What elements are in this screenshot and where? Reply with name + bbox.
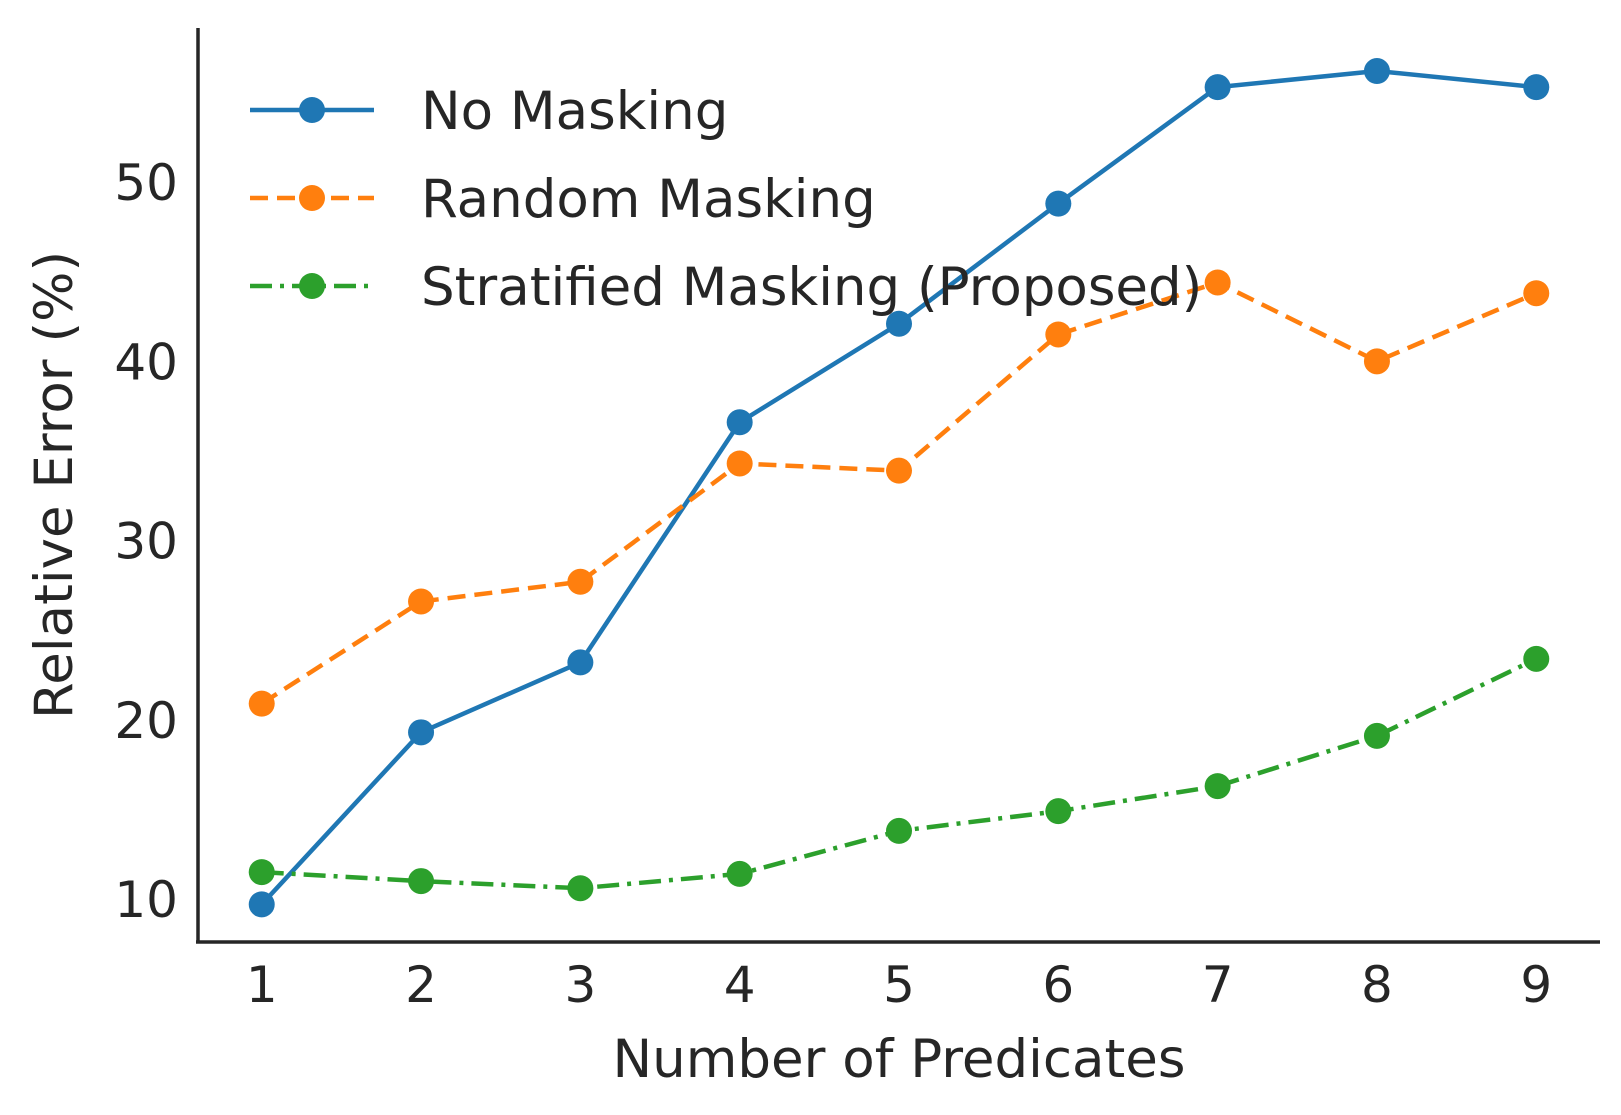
legend-item-no-masking: No Masking bbox=[250, 81, 728, 142]
legend-item-random-masking: Random Masking bbox=[250, 169, 876, 230]
data-point-no-masking-5 bbox=[886, 310, 912, 337]
x-tick-label: 7 bbox=[1202, 956, 1234, 1014]
data-point-random-masking-5 bbox=[886, 457, 912, 484]
data-point-stratified-masking-proposed-5 bbox=[886, 817, 912, 844]
legend-marker-random-masking bbox=[299, 185, 325, 211]
legend-marker-stratified-masking-proposed bbox=[299, 273, 325, 299]
x-tick-label: 8 bbox=[1361, 956, 1393, 1014]
data-point-random-masking-4 bbox=[726, 450, 753, 477]
x-tick-labels: 1 2 3 4 5 6 7 8 9 bbox=[246, 956, 1552, 1014]
y-tick-labels: 10 20 30 40 50 bbox=[114, 154, 178, 929]
data-point-stratified-masking-proposed-9 bbox=[1523, 645, 1550, 672]
data-point-random-masking-9 bbox=[1523, 280, 1550, 307]
data-point-no-masking-1 bbox=[248, 891, 275, 918]
x-tick-label: 6 bbox=[1042, 956, 1074, 1014]
data-point-random-masking-2 bbox=[408, 588, 435, 615]
data-point-no-masking-8 bbox=[1363, 58, 1390, 85]
data-point-no-masking-2 bbox=[408, 719, 435, 746]
series-stratified-masking-proposed bbox=[248, 645, 1550, 902]
data-point-stratified-masking-proposed-7 bbox=[1204, 773, 1231, 800]
y-tick-label: 30 bbox=[114, 513, 178, 571]
x-tick-label: 1 bbox=[246, 956, 278, 1014]
data-point-random-masking-6 bbox=[1045, 321, 1072, 348]
data-point-stratified-masking-proposed-2 bbox=[408, 868, 435, 895]
x-tick-label: 5 bbox=[883, 956, 915, 1014]
x-tick-label: 3 bbox=[564, 956, 596, 1014]
x-tick-label: 2 bbox=[405, 956, 437, 1014]
data-point-random-masking-1 bbox=[248, 690, 275, 717]
x-tick-label: 4 bbox=[724, 956, 756, 1014]
data-point-random-masking-8 bbox=[1363, 348, 1390, 375]
data-point-stratified-masking-proposed-1 bbox=[248, 859, 275, 886]
y-axis-label: Relative Error (%) bbox=[24, 251, 85, 719]
series-random-masking bbox=[248, 269, 1550, 717]
legend: No Masking Random Masking Stratified Maski… bbox=[250, 81, 1202, 318]
legend-item-stratified-masking-proposed: Stratified Masking (Proposed) bbox=[250, 257, 1202, 318]
y-tick-label: 20 bbox=[114, 692, 178, 750]
data-point-no-masking-3 bbox=[567, 649, 594, 676]
y-tick-label: 10 bbox=[114, 871, 178, 929]
data-point-no-masking-4 bbox=[726, 409, 753, 436]
legend-label-stratified-masking-proposed: Stratified Masking (Proposed) bbox=[421, 257, 1202, 318]
legend-marker-no-masking bbox=[299, 97, 325, 123]
x-axis-label: Number of Predicates bbox=[613, 1029, 1186, 1090]
data-point-stratified-masking-proposed-8 bbox=[1363, 722, 1390, 749]
data-point-no-masking-7 bbox=[1204, 74, 1231, 101]
data-point-random-masking-3 bbox=[567, 568, 594, 595]
data-point-stratified-masking-proposed-3 bbox=[567, 875, 594, 902]
data-point-stratified-masking-proposed-6 bbox=[1045, 798, 1072, 825]
legend-label-random-masking: Random Masking bbox=[421, 169, 876, 230]
x-tick-label: 9 bbox=[1520, 956, 1552, 1014]
data-point-no-masking-6 bbox=[1045, 190, 1072, 217]
data-point-no-masking-9 bbox=[1523, 74, 1550, 101]
series-layer bbox=[248, 58, 1550, 918]
y-tick-label: 50 bbox=[114, 154, 178, 212]
data-point-random-masking-7 bbox=[1204, 269, 1231, 296]
series-no-masking bbox=[248, 58, 1550, 918]
legend-label-no-masking: No Masking bbox=[421, 81, 728, 142]
data-point-stratified-masking-proposed-4 bbox=[726, 860, 753, 887]
y-tick-label: 40 bbox=[114, 333, 178, 391]
